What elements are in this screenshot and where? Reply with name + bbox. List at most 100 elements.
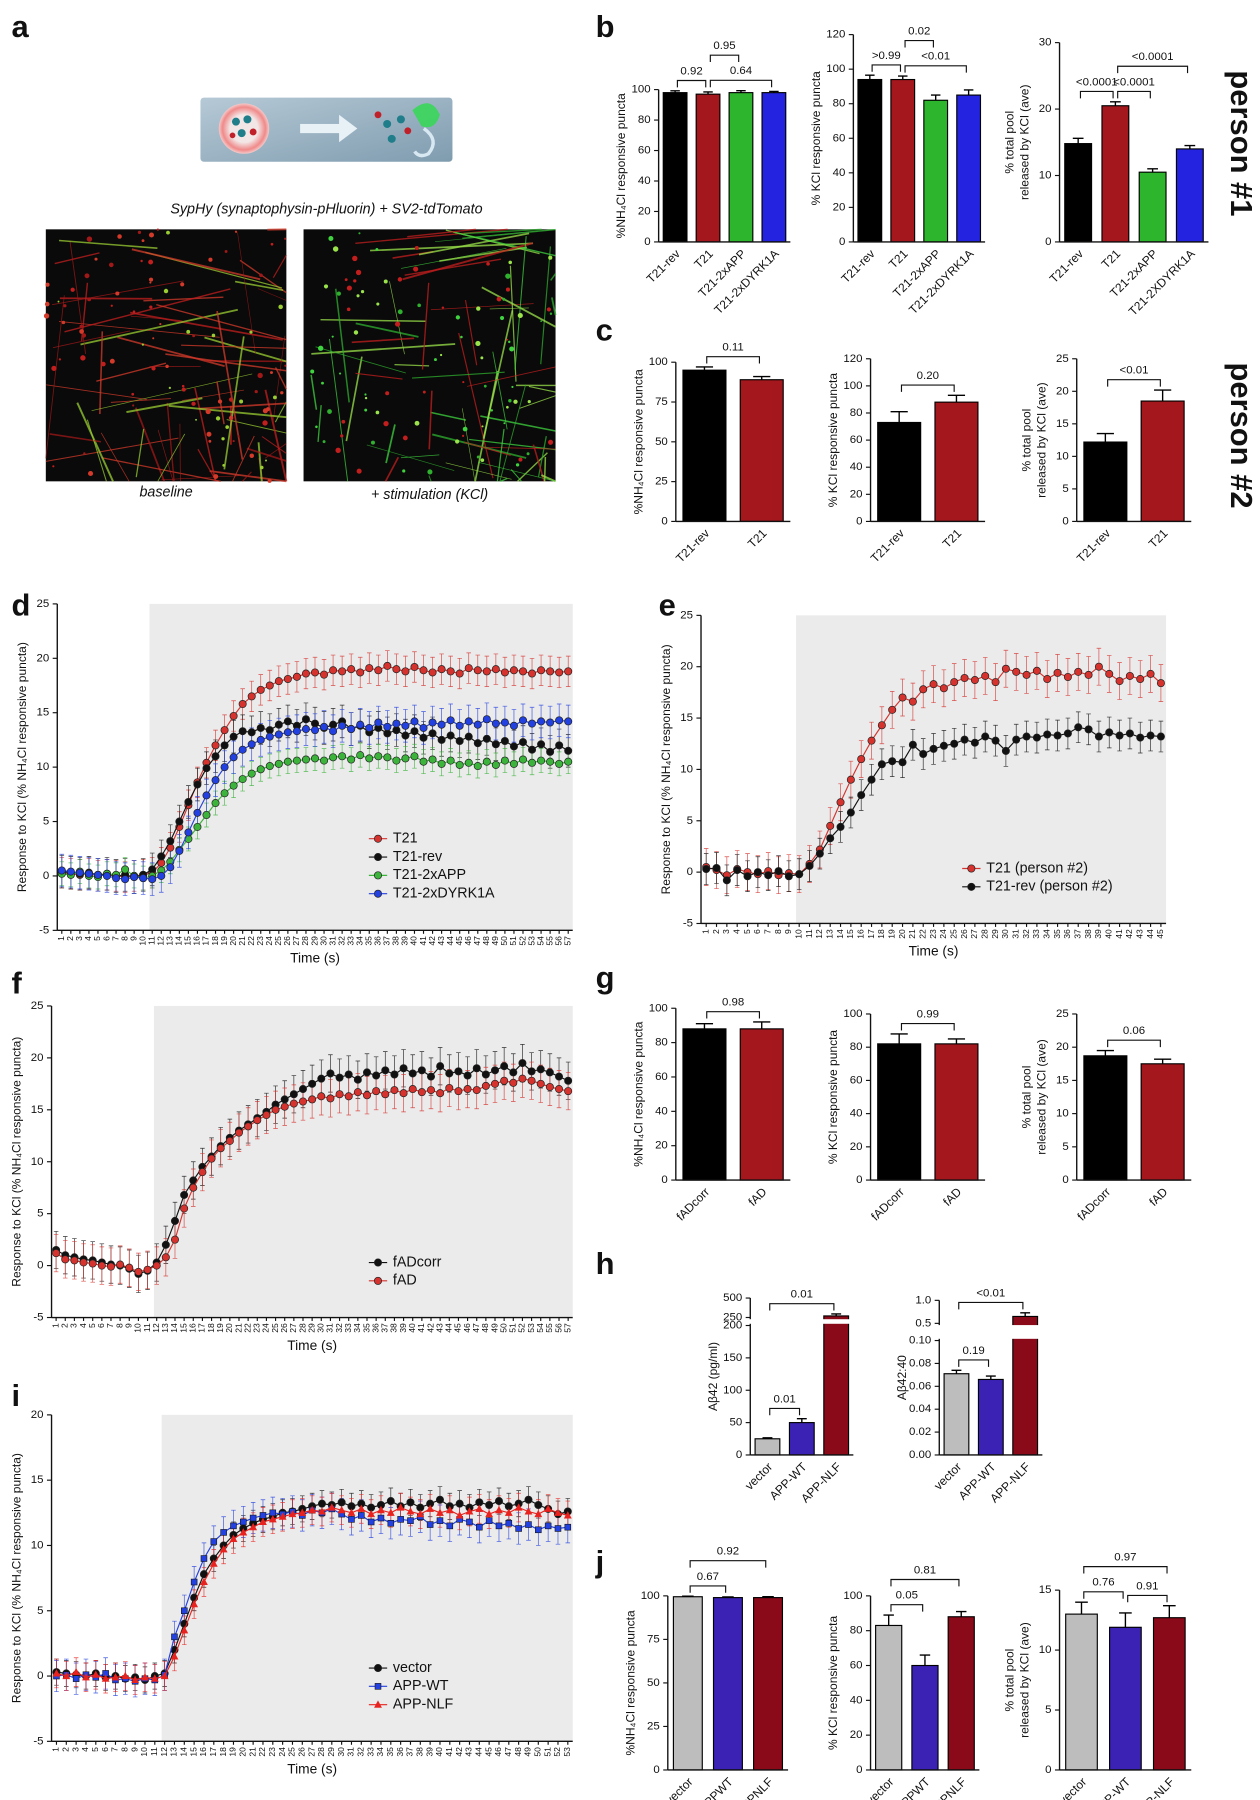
point xyxy=(509,666,518,675)
point xyxy=(445,1083,454,1093)
point xyxy=(283,757,292,766)
micrograph-fiber xyxy=(430,303,534,311)
x-tick-label: 10 xyxy=(133,1323,143,1333)
x-tick-label: 8 xyxy=(773,929,783,934)
micrograph-punctum xyxy=(375,410,380,415)
point xyxy=(509,759,518,768)
error-bar xyxy=(736,89,746,93)
y-tick-label: 60 xyxy=(833,132,846,144)
x-tick-label: 33 xyxy=(365,1747,375,1757)
point xyxy=(52,1669,61,1677)
point xyxy=(256,765,265,774)
point xyxy=(485,1509,494,1518)
bar xyxy=(662,92,688,243)
bar xyxy=(934,1043,979,1181)
micrograph-fiber xyxy=(49,433,102,443)
point xyxy=(121,875,130,884)
point xyxy=(320,756,329,765)
legend-label: T21-2xDYRK1A xyxy=(393,885,495,901)
x-tick-label: 47 xyxy=(503,1747,513,1757)
point xyxy=(455,737,464,746)
point xyxy=(426,1072,436,1081)
x-axis-label: Time (s) xyxy=(290,951,340,966)
comparison-bracket xyxy=(706,356,761,364)
x-tick-label: 31 xyxy=(1010,929,1020,939)
y-tick-label: 10 xyxy=(31,1539,44,1551)
x-tick-label: 39 xyxy=(424,1747,434,1757)
micrograph-punctum xyxy=(165,364,169,369)
y-tick-label: 60 xyxy=(638,145,651,157)
x-tick-label: 57 xyxy=(562,936,572,946)
p-value: 0.67 xyxy=(697,1571,719,1583)
molecule xyxy=(374,111,382,119)
micrograph-punctum xyxy=(222,463,226,467)
comparison-bracket xyxy=(689,1585,727,1593)
point xyxy=(139,874,148,883)
legend-label: T21-rev (person #2) xyxy=(986,879,1112,895)
point xyxy=(200,1555,208,1562)
y-axis-label: released by KCl (ave) xyxy=(1035,382,1049,498)
x-tick-label: 38 xyxy=(389,1323,399,1333)
point xyxy=(362,1068,372,1077)
p-value: 0.97 xyxy=(1114,1551,1136,1563)
x-tick-label: 30 xyxy=(316,1323,326,1333)
x-tick-label: 34 xyxy=(1041,929,1051,939)
point xyxy=(367,1518,375,1526)
point xyxy=(564,746,573,755)
x-tick-label: 2 xyxy=(711,929,721,934)
point xyxy=(152,1261,161,1270)
image-caption: + stimulation (KCl) xyxy=(371,487,488,503)
micrograph-punctum xyxy=(455,439,460,444)
x-tick-label: 47 xyxy=(472,936,482,946)
point xyxy=(347,755,356,764)
y-tick-label: 250 xyxy=(723,1312,742,1324)
category-label: T21-2XDYRK1A xyxy=(1126,247,1198,319)
x-tick-label: 41 xyxy=(418,936,428,946)
micrograph-fiber xyxy=(181,389,245,401)
x-tick-label: 28 xyxy=(316,1747,326,1757)
micrograph-punctum xyxy=(509,346,515,352)
micrograph-punctum xyxy=(427,469,433,475)
x-tick-label: 50 xyxy=(499,936,509,946)
point xyxy=(141,1673,149,1681)
x-tick-label: 8 xyxy=(120,1747,130,1752)
micrograph-fiber xyxy=(257,288,287,301)
micrograph-fiber xyxy=(317,405,322,442)
x-tick-label: 4 xyxy=(731,929,741,934)
point xyxy=(527,1067,536,1076)
point xyxy=(564,667,573,676)
y-tick-label: 0 xyxy=(661,515,667,527)
micrograph-punctum xyxy=(156,228,160,231)
point xyxy=(919,685,928,694)
error-bar xyxy=(985,1375,996,1380)
x-tick-label: 15 xyxy=(188,1747,198,1757)
point xyxy=(121,865,130,874)
point xyxy=(867,736,876,745)
point xyxy=(392,665,401,674)
micrograph-punctum xyxy=(87,297,92,302)
point xyxy=(1094,732,1103,741)
x-tick-label: 26 xyxy=(279,1323,289,1333)
micrograph-punctum xyxy=(57,300,60,303)
x-tick-label: 46 xyxy=(493,1747,503,1757)
x-tick-label: 52 xyxy=(517,1323,527,1333)
point xyxy=(473,762,482,771)
micrograph-punctum xyxy=(508,260,513,265)
point xyxy=(406,1507,415,1515)
point xyxy=(274,730,283,739)
y-tick-label: 0 xyxy=(37,1670,43,1682)
micrograph-fiber xyxy=(400,454,440,459)
error-bar xyxy=(670,90,680,93)
x-tick-label: 52 xyxy=(552,1747,562,1757)
point xyxy=(476,1523,483,1531)
point xyxy=(280,1102,289,1111)
point xyxy=(490,1066,500,1075)
y-axis-label: %NH₄Cl responsive puncta xyxy=(631,1021,645,1166)
x-tick-label: 31 xyxy=(325,1323,335,1333)
micrograph-fiber xyxy=(110,398,171,403)
x-tick-label: 7 xyxy=(762,929,772,934)
x-tick-label: 17 xyxy=(197,1323,207,1333)
y-tick-label: 15 xyxy=(1056,1074,1069,1086)
y-tick-label: 0 xyxy=(644,236,650,248)
